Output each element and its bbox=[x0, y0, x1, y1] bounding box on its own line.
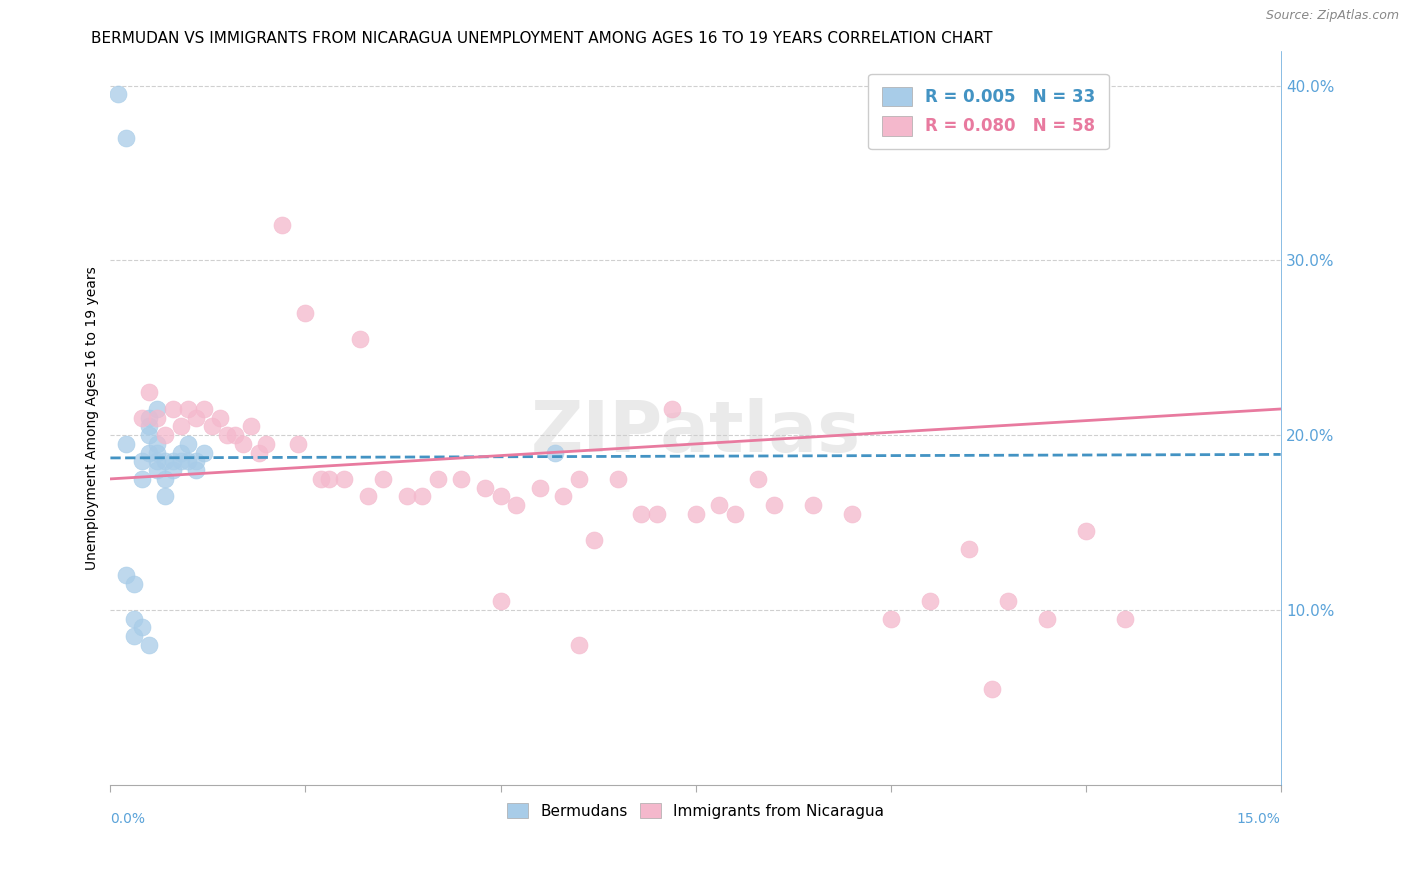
Point bbox=[489, 594, 512, 608]
Point bbox=[287, 437, 309, 451]
Point bbox=[122, 629, 145, 643]
Point bbox=[474, 481, 496, 495]
Point bbox=[138, 419, 160, 434]
Point bbox=[239, 419, 262, 434]
Point bbox=[723, 507, 745, 521]
Point bbox=[115, 131, 138, 145]
Point bbox=[630, 507, 652, 521]
Point bbox=[762, 498, 785, 512]
Point bbox=[707, 498, 730, 512]
Point bbox=[186, 454, 208, 468]
Point bbox=[131, 472, 153, 486]
Point bbox=[357, 489, 380, 503]
Point bbox=[318, 472, 340, 486]
Point bbox=[294, 306, 316, 320]
Point bbox=[122, 612, 145, 626]
Point bbox=[169, 445, 191, 459]
Point bbox=[146, 445, 169, 459]
Point bbox=[309, 472, 332, 486]
Point bbox=[489, 489, 512, 503]
Text: 15.0%: 15.0% bbox=[1237, 812, 1281, 826]
Point bbox=[450, 472, 472, 486]
Point bbox=[879, 612, 901, 626]
Point bbox=[153, 428, 176, 442]
Point bbox=[193, 402, 215, 417]
Point bbox=[162, 463, 184, 477]
Point bbox=[138, 410, 160, 425]
Point bbox=[256, 437, 278, 451]
Point bbox=[567, 638, 589, 652]
Text: 0.0%: 0.0% bbox=[111, 812, 145, 826]
Point bbox=[1074, 524, 1097, 539]
Point bbox=[193, 445, 215, 459]
Point bbox=[544, 445, 567, 459]
Point bbox=[208, 410, 231, 425]
Point bbox=[146, 454, 169, 468]
Text: BERMUDAN VS IMMIGRANTS FROM NICARAGUA UNEMPLOYMENT AMONG AGES 16 TO 19 YEARS COR: BERMUDAN VS IMMIGRANTS FROM NICARAGUA UN… bbox=[91, 31, 993, 46]
Point bbox=[373, 472, 395, 486]
Point bbox=[115, 568, 138, 582]
Point bbox=[146, 437, 169, 451]
Point bbox=[685, 507, 707, 521]
Point bbox=[169, 454, 191, 468]
Point bbox=[217, 428, 239, 442]
Point bbox=[177, 454, 200, 468]
Point bbox=[395, 489, 418, 503]
Point bbox=[169, 419, 191, 434]
Legend: Bermudans, Immigrants from Nicaragua: Bermudans, Immigrants from Nicaragua bbox=[501, 797, 890, 825]
Point bbox=[583, 533, 606, 547]
Point bbox=[138, 384, 160, 399]
Point bbox=[606, 472, 628, 486]
Point bbox=[505, 498, 527, 512]
Point bbox=[146, 463, 169, 477]
Point bbox=[153, 489, 176, 503]
Point bbox=[1114, 612, 1136, 626]
Point bbox=[997, 594, 1019, 608]
Point bbox=[146, 402, 169, 417]
Point bbox=[201, 419, 224, 434]
Point bbox=[349, 332, 371, 346]
Point bbox=[162, 454, 184, 468]
Point bbox=[427, 472, 450, 486]
Point bbox=[107, 87, 129, 102]
Point bbox=[645, 507, 668, 521]
Point bbox=[411, 489, 433, 503]
Point bbox=[841, 507, 863, 521]
Point bbox=[551, 489, 574, 503]
Point bbox=[153, 472, 176, 486]
Point bbox=[177, 402, 200, 417]
Point bbox=[177, 437, 200, 451]
Point bbox=[333, 472, 356, 486]
Point bbox=[1035, 612, 1057, 626]
Point bbox=[224, 428, 246, 442]
Point bbox=[247, 445, 270, 459]
Point bbox=[567, 472, 589, 486]
Point bbox=[661, 402, 683, 417]
Point bbox=[747, 472, 769, 486]
Point bbox=[957, 541, 980, 556]
Point bbox=[232, 437, 254, 451]
Point bbox=[138, 638, 160, 652]
Text: ZIPatlas: ZIPatlas bbox=[530, 398, 860, 467]
Point bbox=[981, 681, 1004, 696]
Point bbox=[131, 410, 153, 425]
Point bbox=[115, 437, 138, 451]
Point bbox=[131, 620, 153, 634]
Point bbox=[138, 445, 160, 459]
Text: Source: ZipAtlas.com: Source: ZipAtlas.com bbox=[1265, 9, 1399, 22]
Point bbox=[186, 410, 208, 425]
Point bbox=[529, 481, 551, 495]
Point bbox=[918, 594, 941, 608]
Point bbox=[153, 454, 176, 468]
Point bbox=[186, 463, 208, 477]
Point bbox=[146, 410, 169, 425]
Point bbox=[138, 428, 160, 442]
Point bbox=[801, 498, 824, 512]
Point bbox=[131, 454, 153, 468]
Point bbox=[122, 576, 145, 591]
Point bbox=[271, 219, 294, 233]
Y-axis label: Unemployment Among Ages 16 to 19 years: Unemployment Among Ages 16 to 19 years bbox=[86, 266, 100, 570]
Point bbox=[162, 402, 184, 417]
